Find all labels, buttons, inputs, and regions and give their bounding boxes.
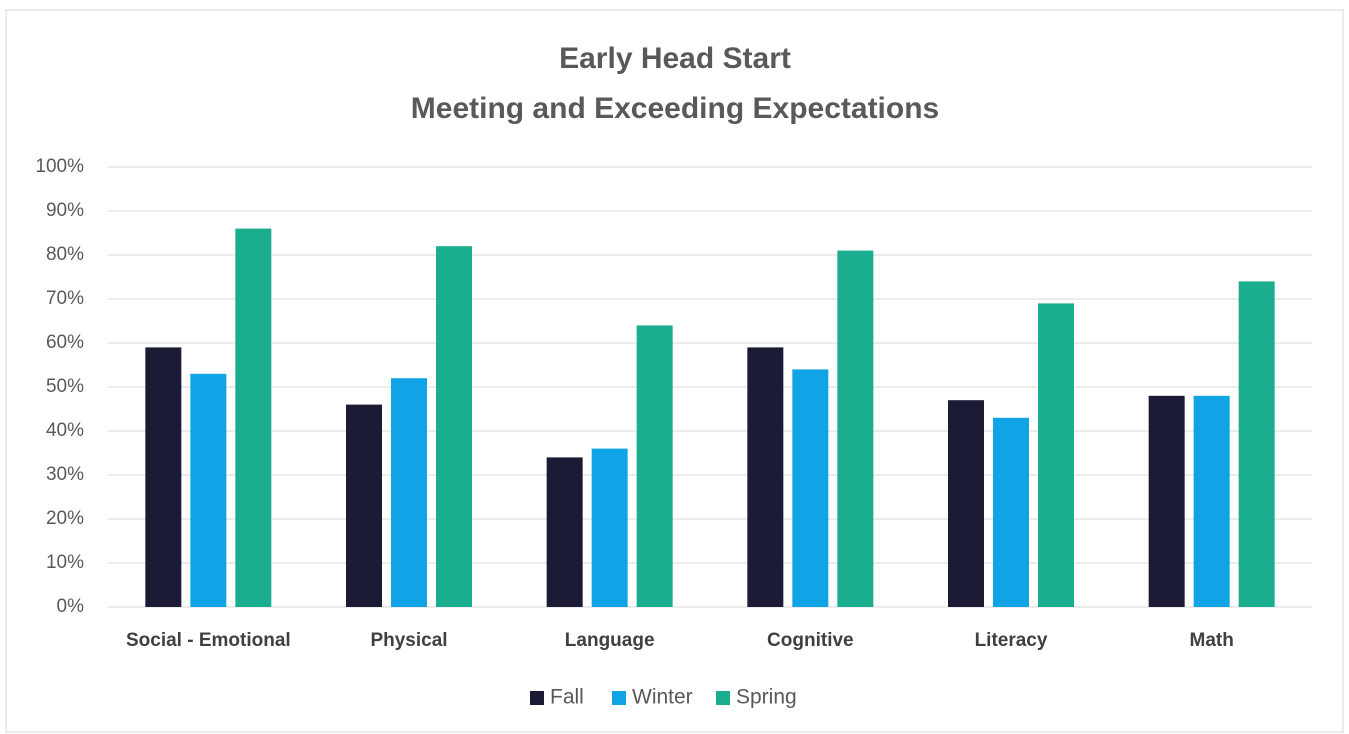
bar — [591, 448, 628, 607]
bar — [792, 369, 829, 607]
y-tick-label: 100% — [35, 156, 84, 177]
legend-swatch — [716, 691, 730, 705]
y-tick-label: 10% — [46, 552, 84, 573]
chart-title: Early Head Start — [559, 42, 791, 75]
y-tick-label: 30% — [46, 464, 84, 485]
bar — [747, 347, 784, 607]
y-tick-label: 70% — [46, 288, 84, 309]
legend-swatch — [530, 691, 544, 705]
y-tick-label: 60% — [46, 332, 84, 353]
bar — [1238, 281, 1275, 607]
x-tick-label: Language — [565, 630, 655, 651]
y-tick-label: 90% — [46, 200, 84, 221]
legend-label: Spring — [736, 686, 797, 709]
bar — [391, 378, 427, 607]
bar — [190, 373, 227, 607]
bar — [346, 404, 382, 607]
chart-subtitle: Meeting and Exceeding Expectations — [411, 92, 939, 125]
bar — [636, 325, 673, 607]
y-tick-label: 20% — [46, 508, 84, 529]
bar — [436, 246, 472, 607]
x-tick-label: Literacy — [975, 630, 1048, 651]
y-tick-label: 50% — [46, 376, 84, 397]
y-tick-label: 0% — [57, 596, 85, 617]
bar — [1193, 395, 1230, 607]
legend-label: Fall — [550, 686, 584, 709]
chart-frame — [5, 9, 1344, 733]
bar — [948, 400, 984, 607]
bar — [235, 228, 272, 607]
x-tick-label: Cognitive — [767, 630, 854, 651]
x-tick-label: Social - Emotional — [126, 630, 291, 651]
y-tick-label: 40% — [46, 420, 84, 441]
y-tick-label: 80% — [46, 244, 84, 265]
legend-label: Winter — [632, 686, 693, 709]
bar — [837, 250, 874, 607]
bar — [993, 417, 1029, 607]
legend-swatch — [612, 691, 626, 705]
x-tick-label: Math — [1190, 630, 1234, 651]
bar — [1038, 303, 1074, 607]
bar — [145, 347, 182, 607]
bar — [546, 457, 583, 607]
x-tick-label: Physical — [370, 630, 447, 651]
bar — [1148, 395, 1185, 607]
